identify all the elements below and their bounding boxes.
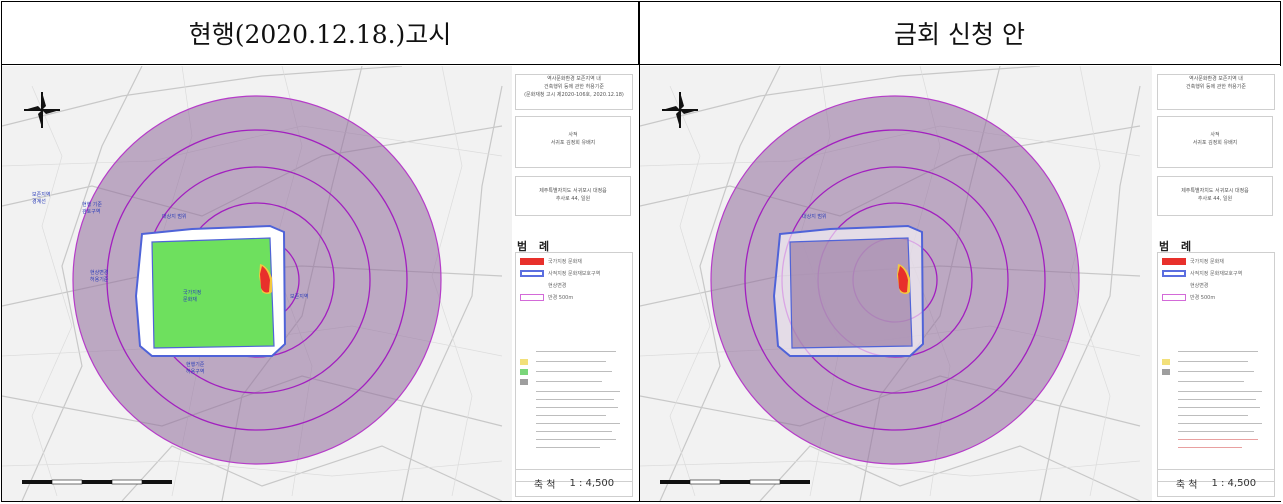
address-box: 제주특별자치도 서귀포시 대정읍 추사로 44, 일원 (1157, 176, 1273, 216)
legend-swatch (1162, 270, 1186, 277)
compass-icon (662, 92, 698, 128)
title-box: 역사문화환경 보존지역 내 건축행위 등에 관한 허용기준 (문화재청 고시 제… (515, 74, 633, 110)
svg-text:대상지 범위: 대상지 범위 (802, 213, 827, 220)
name-box: 사적 서귀포 김정희 유배지 (1157, 116, 1273, 168)
scale-value: 1 : 4,500 (1211, 477, 1257, 489)
title-line: 건축행위 등에 관한 허용기준 (1186, 84, 1246, 90)
svg-text:보존지역: 보존지역 (290, 293, 308, 300)
address-line: 추사로 44, 일원 (555, 196, 591, 202)
scale-label: 축 척 (533, 479, 556, 491)
compass-icon (24, 92, 60, 128)
map-proposed: 대상지 범위 (640, 66, 1281, 501)
legend-sidebar-proposed: 역사문화환경 보존지역 내 건축행위 등에 관한 허용기준 사적 서귀포 김정희… (1157, 66, 1277, 497)
legend-box: 국가지정 문화재 사적지정 문화재보호구역 현상변경 반경 500m (515, 252, 633, 482)
address-line: 제주특별자치도 서귀포시 대정읍 (1181, 188, 1249, 194)
map-panel-proposed: 대상지 범위 역사문화환경 보존지역 내 건축행위 등에 관한 허용기준 사적 … (640, 66, 1281, 501)
scale-label: 축 척 (1175, 479, 1198, 491)
legend-item: 국가지정 문화재 (520, 257, 630, 266)
legend-item: 반경 500m (1162, 293, 1272, 302)
legend-item: 국가지정 문화재 (1162, 257, 1272, 266)
address-box: 제주특별자치도 서귀포시 대정읍 추사로 44, 일원 (515, 176, 631, 216)
legend-box: 국가지정 문화재 사적지정 문화재보호구역 현상변경 반경 500m (1157, 252, 1275, 482)
svg-text:현행 기준: 현행 기준 (82, 201, 102, 208)
name-box: 사적 서귀포 김정희 유배지 (515, 116, 631, 168)
legend-item: 사적지정 문화재보호구역 (520, 269, 630, 278)
title-box: 역사문화환경 보존지역 내 건축행위 등에 관한 허용기준 (1157, 74, 1275, 110)
legend-item: 현상변경 (548, 283, 567, 289)
svg-text:대상지 범위: 대상지 범위 (162, 213, 187, 220)
address-line: 제주특별자치도 서귀포시 대정읍 (539, 188, 607, 194)
title-line: 역사문화환경 보존지역 내 (547, 76, 601, 82)
legend-swatch (1162, 258, 1186, 265)
legend-item: 사적지정 문화재보호구역 (1162, 269, 1272, 278)
heritage-type: 사적 (1210, 132, 1220, 138)
address-line: 추사로 44, 일원 (1197, 196, 1233, 202)
svg-text:현행기준: 현행기준 (186, 361, 205, 368)
header-proposed: 금회 신청 안 (639, 2, 1280, 65)
legend-swatch (1162, 294, 1186, 301)
legend-title: 범 례 (517, 240, 554, 253)
map-panel-current: 보존지역 경계선 현행 기준 검토구역 대상지 범위 현상변경 허용기준 국가지… (2, 66, 639, 501)
scale-value: 1 : 4,500 (569, 477, 615, 489)
svg-text:국가지정: 국가지정 (183, 289, 201, 296)
svg-text:허용기준: 허용기준 (90, 276, 109, 283)
heritage-type: 사적 (568, 132, 578, 138)
svg-text:문화재: 문화재 (183, 296, 197, 303)
legend-item: 현상변경 (1190, 283, 1209, 289)
legend-sidebar-current: 역사문화환경 보존지역 내 건축행위 등에 관한 허용기준 (문화재청 고시 제… (515, 66, 635, 497)
title-line: (문화재청 고시 제2020-106호, 2020.12.18) (524, 92, 624, 98)
svg-text:허용구역: 허용구역 (186, 368, 204, 375)
legend-swatch (520, 294, 544, 301)
svg-text:현상변경: 현상변경 (90, 269, 108, 276)
legend-swatch (520, 258, 544, 265)
legend-title: 범 례 (1159, 240, 1196, 253)
scale-box: 축 척 1 : 4,500 (1157, 469, 1275, 497)
svg-text:검토구역: 검토구역 (82, 208, 100, 215)
column-divider (639, 2, 640, 501)
legend-swatch (520, 270, 544, 277)
header-current: 현행(2020.12.18.)고시 (2, 2, 639, 65)
scale-box: 축 척 1 : 4,500 (515, 469, 633, 497)
title-line: 역사문화환경 보존지역 내 (1189, 76, 1243, 82)
title-line: 건축행위 등에 관한 허용기준 (544, 84, 604, 90)
svg-text:보존지역: 보존지역 (32, 191, 50, 198)
heritage-name: 서귀포 김정희 유배지 (1192, 140, 1238, 146)
legend-item: 반경 500m (520, 293, 630, 302)
svg-text:경계선: 경계선 (32, 198, 46, 205)
heritage-name: 서귀포 김정희 유배지 (550, 140, 596, 146)
